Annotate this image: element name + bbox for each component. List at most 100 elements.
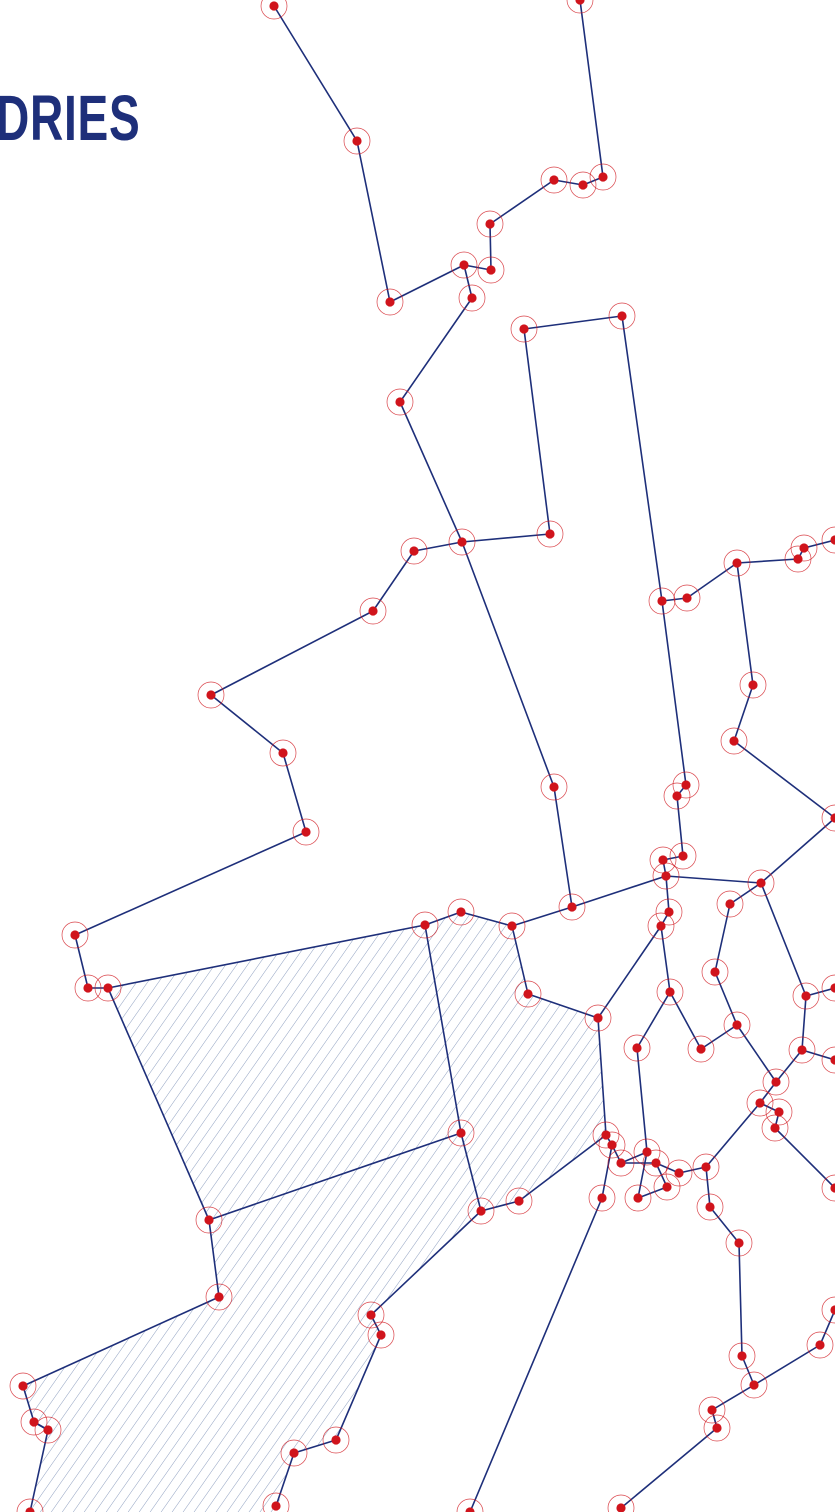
node-ring bbox=[536, 520, 564, 548]
node-ring bbox=[447, 1119, 475, 1147]
boundary-node bbox=[788, 1036, 816, 1064]
boundary-node bbox=[386, 388, 414, 416]
node-ring bbox=[673, 584, 701, 612]
node-ring bbox=[765, 1098, 793, 1126]
node-dot bbox=[696, 1044, 706, 1054]
node-ring bbox=[588, 1184, 616, 1212]
boundary-line bbox=[424, 924, 607, 1212]
hatched-region bbox=[23, 1133, 481, 1512]
boundary-node bbox=[569, 171, 597, 199]
boundary-line bbox=[620, 1384, 755, 1509]
boundary-node bbox=[280, 1439, 308, 1467]
node-dot bbox=[598, 172, 608, 182]
boundary-node bbox=[16, 1498, 44, 1512]
boundary-line bbox=[705, 1024, 777, 1168]
node-ring bbox=[343, 127, 371, 155]
node-dot bbox=[616, 1158, 626, 1168]
node-ring bbox=[74, 974, 102, 1002]
node-dot bbox=[204, 1215, 214, 1225]
boundary-line bbox=[733, 562, 835, 819]
node-dot bbox=[301, 827, 311, 837]
boundary-node bbox=[269, 739, 297, 767]
boundary-node bbox=[790, 534, 818, 562]
node-dot bbox=[830, 813, 835, 823]
boundary-node bbox=[761, 1114, 789, 1142]
node-dot bbox=[575, 0, 585, 5]
node-ring bbox=[652, 862, 680, 890]
node-dot bbox=[269, 1, 279, 11]
boundary-line bbox=[571, 600, 687, 908]
node-dot bbox=[672, 791, 682, 801]
boundary-node bbox=[359, 597, 387, 625]
node-ring bbox=[821, 974, 835, 1002]
boundary-node bbox=[260, 0, 288, 20]
node-ring bbox=[723, 1011, 751, 1039]
node-ring bbox=[448, 528, 476, 556]
node-ring bbox=[821, 1174, 835, 1202]
node-dot bbox=[70, 930, 80, 940]
node-ring bbox=[447, 898, 475, 926]
boundary-node bbox=[9, 1372, 37, 1400]
node-dot bbox=[331, 1435, 341, 1445]
node-ring bbox=[411, 911, 439, 939]
boundary-node bbox=[806, 1331, 834, 1359]
node-dot bbox=[815, 1340, 825, 1350]
node-dot bbox=[701, 1162, 711, 1172]
node-dot bbox=[607, 1140, 617, 1150]
boundary-node bbox=[514, 980, 542, 1008]
node-dot bbox=[830, 983, 835, 993]
node-dot bbox=[519, 324, 529, 334]
node-ring bbox=[456, 1498, 484, 1512]
node-ring bbox=[269, 739, 297, 767]
node-ring bbox=[792, 982, 820, 1010]
node-ring bbox=[623, 1034, 651, 1062]
node-ring bbox=[505, 1187, 533, 1215]
node-dot bbox=[642, 1147, 652, 1157]
boundary-node bbox=[510, 315, 538, 343]
node-dot bbox=[485, 219, 495, 229]
node-ring bbox=[608, 302, 636, 330]
node-dot bbox=[756, 878, 766, 888]
node-ring bbox=[477, 256, 505, 284]
node-ring bbox=[790, 534, 818, 562]
node-dot bbox=[801, 991, 811, 1001]
node-dot bbox=[748, 680, 758, 690]
boundary-node bbox=[367, 1321, 395, 1349]
node-ring bbox=[540, 773, 568, 801]
node-dot bbox=[549, 175, 559, 185]
node-ring bbox=[376, 288, 404, 316]
boundary-node bbox=[725, 1229, 753, 1257]
node-dot bbox=[25, 1507, 35, 1512]
boundary-line bbox=[399, 264, 551, 543]
node-ring bbox=[458, 284, 486, 312]
boundary-node bbox=[792, 982, 820, 1010]
node-ring bbox=[655, 898, 683, 926]
boundary-node bbox=[728, 1342, 756, 1370]
boundary-node bbox=[665, 1159, 693, 1187]
node-dot bbox=[770, 1123, 780, 1133]
node-ring bbox=[821, 1046, 835, 1074]
node-ring bbox=[788, 1036, 816, 1064]
node-ring bbox=[747, 869, 775, 897]
node-ring bbox=[806, 1331, 834, 1359]
boundary-node bbox=[558, 893, 586, 921]
boundary-node bbox=[656, 978, 684, 1006]
node-dot bbox=[567, 902, 577, 912]
boundary-node bbox=[205, 1283, 233, 1311]
node-ring bbox=[510, 315, 538, 343]
boundary-node bbox=[34, 1416, 62, 1444]
node-ring bbox=[514, 980, 542, 1008]
node-dot bbox=[712, 1423, 722, 1433]
node-dot bbox=[29, 1417, 39, 1427]
boundary-node bbox=[716, 890, 744, 918]
node-dot bbox=[705, 1202, 715, 1212]
boundary-node bbox=[197, 681, 225, 709]
boundary-node bbox=[540, 166, 568, 194]
node-dot bbox=[732, 558, 742, 568]
node-ring bbox=[476, 210, 504, 238]
node-ring bbox=[16, 1498, 44, 1512]
boundary-line bbox=[605, 1134, 648, 1164]
node-ring bbox=[61, 921, 89, 949]
node-dot bbox=[420, 920, 430, 930]
